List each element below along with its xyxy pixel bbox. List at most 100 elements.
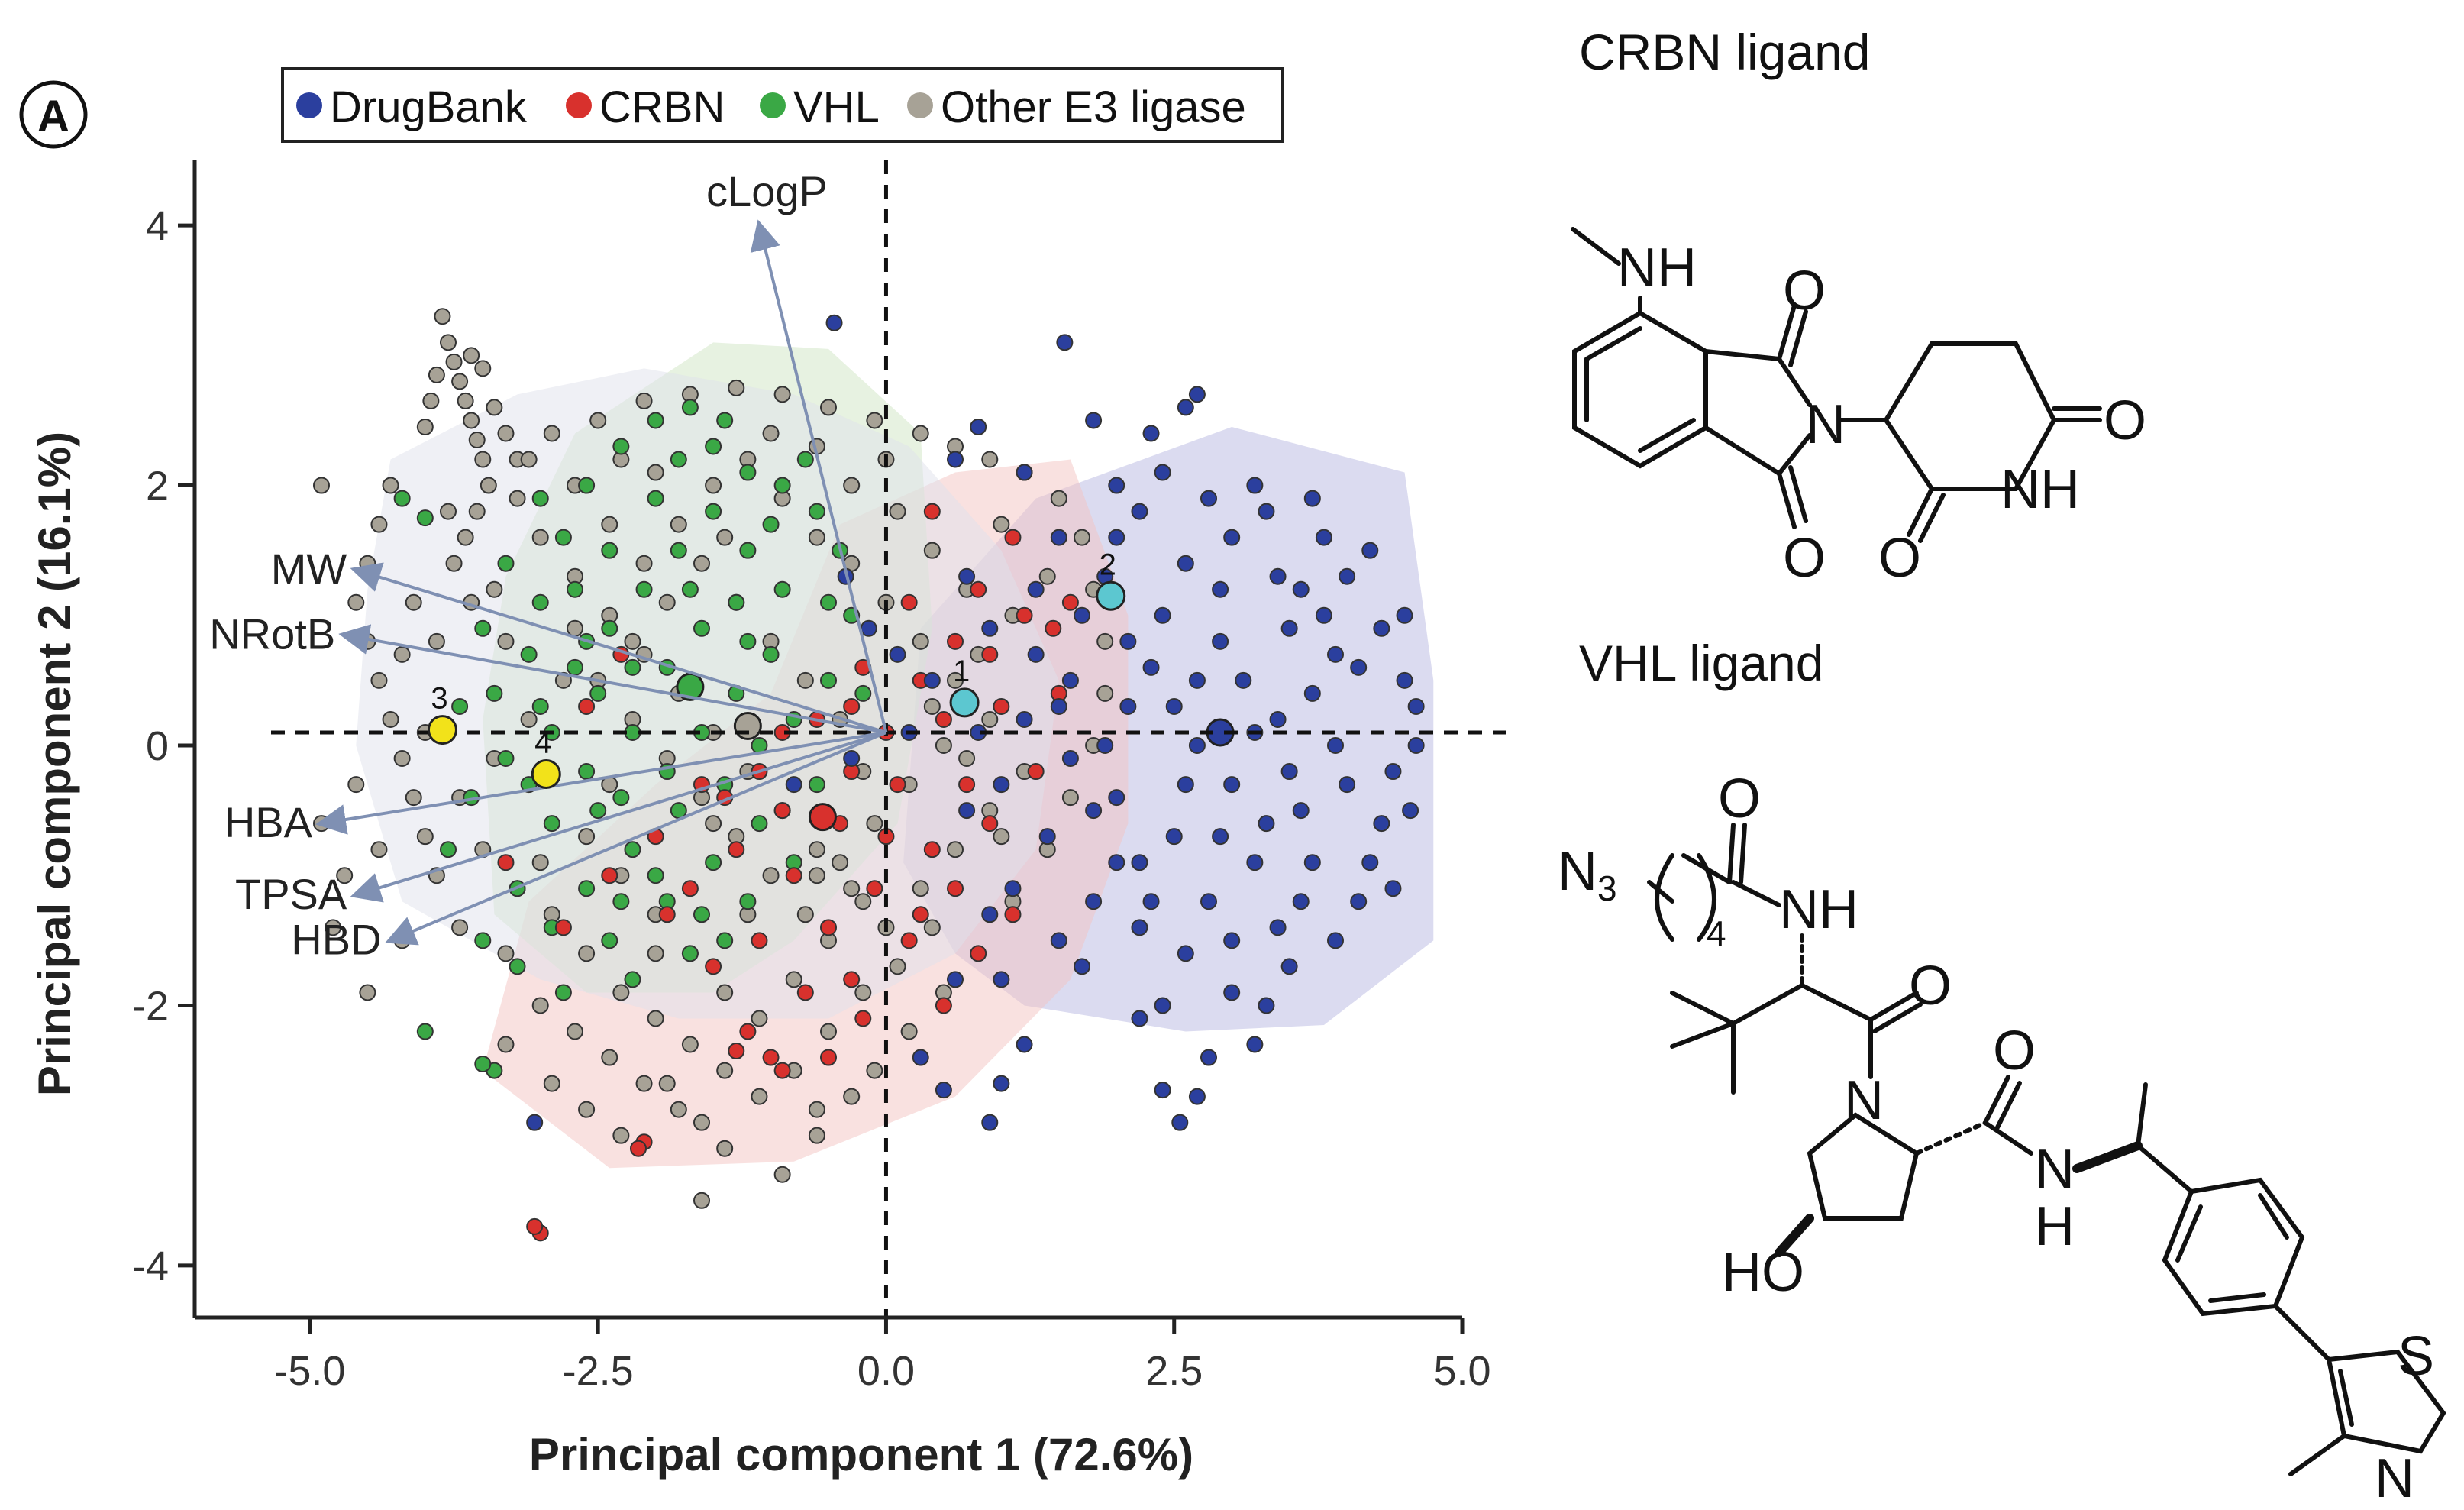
point-other-e3-ligase <box>601 516 618 533</box>
point-other-e3-ligase <box>370 841 388 858</box>
point-other-e3-ligase <box>474 451 492 468</box>
point-other-e3-ligase <box>428 632 445 650</box>
point-vhl <box>601 932 618 949</box>
point-vhl <box>474 619 492 637</box>
crbn-bond <box>1703 349 1781 361</box>
point-drugbank <box>1223 776 1241 794</box>
point-vhl <box>670 451 687 468</box>
point-other-e3-ligase <box>796 906 814 923</box>
legend: DrugBank CRBN VHL Other E3 ligase <box>281 67 1284 143</box>
vhl-tbu-bond <box>1670 1021 1736 1049</box>
point-vhl <box>509 958 526 975</box>
point-drugbank <box>923 671 941 689</box>
point-drugbank <box>1258 503 1275 520</box>
point-vhl <box>578 880 596 897</box>
point-other-e3-ligase <box>416 828 434 846</box>
point-other-e3-ligase <box>451 919 469 936</box>
point-other-e3-ligase <box>612 984 630 1001</box>
point-drugbank <box>1108 477 1125 494</box>
point-other-e3-ligase <box>728 379 745 396</box>
point-vhl <box>531 593 549 611</box>
vhl-bond <box>1868 991 1919 1022</box>
legend-label-crbn: CRBN <box>599 82 725 132</box>
point-drugbank <box>1402 802 1419 820</box>
point-drugbank <box>1292 802 1310 820</box>
point-drugbank <box>1315 529 1332 546</box>
y-tick-label: -2 <box>132 983 169 1029</box>
point-drugbank <box>958 802 976 820</box>
point-other-e3-ligase <box>463 412 480 429</box>
point-crbn <box>935 710 952 728</box>
point-other-e3-ligase <box>843 1088 861 1105</box>
point-vhl <box>393 490 411 507</box>
point-crbn <box>681 880 699 897</box>
point-crbn <box>1061 593 1079 611</box>
point-drugbank <box>1269 567 1287 585</box>
point-drugbank <box>1154 997 1171 1014</box>
point-vhl <box>531 490 549 507</box>
point-vhl <box>416 1023 434 1040</box>
point-drugbank <box>1212 828 1229 846</box>
point-other-e3-ligase <box>382 477 399 494</box>
point-drugbank <box>1061 750 1079 768</box>
point-vhl <box>567 580 583 598</box>
crbn-methyl-bond <box>1571 227 1621 266</box>
point-vhl <box>693 619 710 637</box>
point-crbn <box>751 932 768 949</box>
point-crbn <box>912 906 929 923</box>
vhl-atom-nh-amide: NH <box>1779 879 1858 940</box>
point-vhl <box>647 490 664 507</box>
vhl-bond <box>1994 1081 2022 1131</box>
vhl-pyrrolidine-ring <box>1807 1112 1920 1221</box>
point-drugbank <box>1269 710 1287 728</box>
point-vhl <box>624 841 641 858</box>
highlight-point-1 <box>949 687 980 718</box>
point-other-e3-ligase <box>866 412 883 429</box>
point-other-e3-ligase <box>647 945 664 962</box>
point-other-e3-ligase <box>1038 567 1056 585</box>
point-drugbank <box>1074 606 1090 624</box>
point-drugbank <box>1303 490 1321 507</box>
point-other-e3-ligase <box>866 1062 883 1079</box>
point-other-e3-ligase <box>440 334 457 351</box>
point-vhl <box>635 580 653 598</box>
point-vhl <box>474 932 492 949</box>
point-crbn <box>820 1049 837 1066</box>
point-other-e3-ligase <box>393 645 411 663</box>
point-crbn <box>923 841 941 858</box>
point-other-e3-ligase <box>445 353 463 370</box>
point-crbn <box>1004 906 1022 923</box>
point-vhl <box>589 802 607 820</box>
point-vhl <box>773 580 791 598</box>
crbn-atom-o-top: O <box>1783 260 1826 322</box>
point-drugbank <box>1108 789 1125 807</box>
point-drugbank <box>1108 529 1125 546</box>
point-other-e3-ligase <box>578 945 596 962</box>
hull-other-e3-ligase <box>356 368 1059 1019</box>
point-other-e3-ligase <box>497 632 515 650</box>
point-other-e3-ligase <box>497 945 515 962</box>
point-crbn <box>739 1023 757 1040</box>
point-drugbank <box>1165 697 1183 715</box>
point-drugbank <box>1246 854 1264 871</box>
crbn-atom-o-bottom: O <box>1783 528 1826 589</box>
point-crbn <box>762 1049 780 1066</box>
legend-marker-drugbank <box>296 92 322 118</box>
point-drugbank <box>993 971 1010 988</box>
point-crbn <box>773 1062 791 1079</box>
vhl-thiazole-bond <box>2338 1369 2354 1427</box>
point-drugbank <box>1292 893 1310 910</box>
vhl-bracket-left <box>1655 853 1674 942</box>
loading-arrow-clogp <box>750 219 888 733</box>
point-vhl <box>554 984 572 1001</box>
point-other-e3-ligase <box>912 880 929 897</box>
point-vhl <box>497 750 515 768</box>
point-other-e3-ligase <box>947 671 964 689</box>
point-drugbank <box>1303 684 1321 702</box>
point-drugbank <box>1212 632 1229 650</box>
point-drugbank <box>958 567 976 585</box>
point-other-e3-ligase <box>693 555 710 572</box>
point-drugbank <box>1177 776 1194 794</box>
point-drugbank <box>993 1075 1010 1092</box>
x-tick-label: -2.5 <box>563 1348 634 1394</box>
